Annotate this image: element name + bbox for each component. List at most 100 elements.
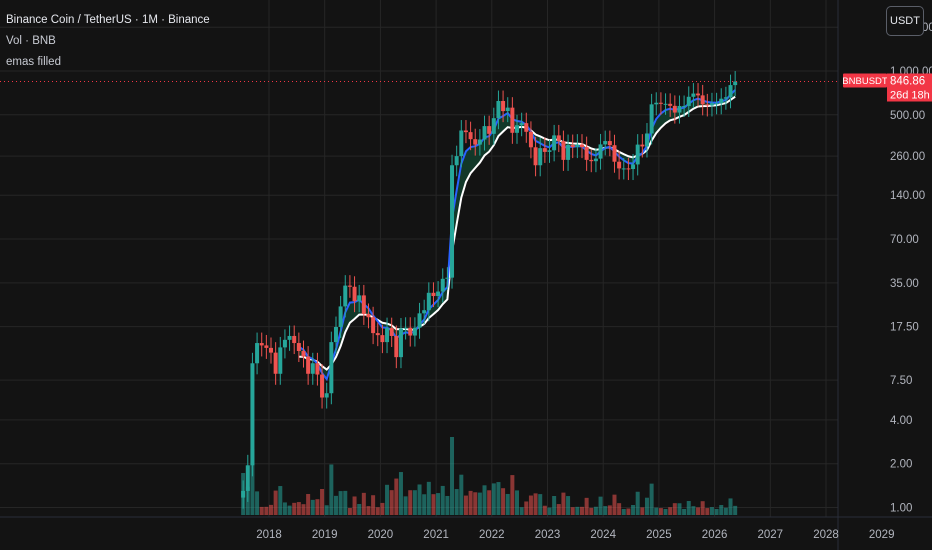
candle-body: [412, 327, 417, 336]
ema-indicator-label[interactable]: emas filled: [6, 56, 61, 68]
candle-body: [352, 286, 357, 302]
volume-bar: [333, 495, 338, 515]
candle-body: [719, 98, 724, 104]
candle-body: [282, 339, 287, 348]
volume-bar: [287, 505, 292, 515]
x-tick-label: 2023: [535, 529, 561, 541]
candle-body: [468, 132, 473, 140]
candle-body: [315, 363, 320, 375]
volume-bar: [366, 506, 371, 515]
volume-bar: [621, 509, 626, 515]
candle-body: [654, 102, 659, 105]
symbol-tag-box: [843, 73, 887, 88]
candle-body: [733, 81, 738, 86]
candle-body: [491, 118, 496, 134]
y-tick-label: 4.00: [890, 415, 912, 427]
candle-body: [672, 105, 677, 113]
candle-body: [556, 135, 561, 142]
volume-bar: [394, 478, 399, 515]
candle-body: [658, 102, 663, 104]
volume-bar: [714, 509, 719, 515]
candle-body: [677, 105, 682, 113]
volume-bar: [552, 495, 557, 515]
volume-bar: [658, 508, 663, 515]
volume-bar: [264, 506, 269, 515]
candle-body: [385, 328, 390, 343]
volume-bar: [719, 505, 724, 515]
candle-body: [436, 291, 441, 297]
volume-bar: [412, 490, 417, 515]
candle-body: [417, 313, 422, 328]
volume-bar: [282, 502, 287, 515]
candle-body: [361, 295, 366, 314]
candle-body: [487, 126, 492, 134]
volume-bar: [696, 507, 701, 515]
x-tick-label: 2019: [312, 529, 338, 541]
volume-bar: [343, 490, 348, 515]
candle-body: [269, 347, 273, 353]
y-tick-label: 2.00: [890, 459, 912, 471]
x-axis-labels: 2018 2019 2020 2021 2022 2023 2024 2025 2026 2027…: [256, 529, 894, 541]
candle-body: [477, 139, 482, 145]
y-tick-label: 140.00: [890, 190, 925, 202]
y-tick-label: 35.00: [890, 278, 919, 290]
currency-button[interactable]: USDT: [886, 6, 924, 36]
candle-body: [482, 126, 487, 140]
candle-body: [292, 335, 297, 344]
candle-body: [696, 93, 701, 96]
volume-bar: [320, 488, 325, 515]
volume-bar: [593, 506, 598, 515]
volume-bar: [626, 508, 631, 515]
candle-body: [603, 141, 608, 145]
candle-body: [371, 317, 376, 334]
candles: [241, 71, 738, 509]
candle-body: [649, 104, 654, 134]
symbol-tag-label: BNBUSDT: [842, 76, 888, 87]
candle-body: [255, 343, 260, 364]
price-tag-box: [887, 73, 932, 102]
candle-body: [682, 105, 687, 107]
volume-bar: [450, 437, 455, 515]
volume-bar: [380, 502, 385, 515]
candle-body: [598, 144, 603, 159]
candle-body: [329, 342, 334, 394]
candle-body: [584, 147, 589, 160]
candle-body: [561, 141, 566, 160]
volume-bar: [579, 506, 584, 515]
volume-bar: [547, 507, 552, 515]
candle-body: [631, 164, 636, 170]
volume-bar: [389, 490, 394, 515]
y-tick-label: 7.50: [890, 375, 912, 387]
candle-body: [320, 374, 325, 398]
candle-body: [533, 147, 538, 166]
volume-bar: [310, 499, 315, 515]
volume-bar: [398, 472, 403, 515]
y-tick-label: 17.50: [890, 322, 919, 334]
candle-body: [431, 292, 436, 297]
candle-body: [450, 165, 455, 278]
volume-bar: [728, 498, 733, 515]
volume-bar: [463, 495, 468, 515]
volume-bar: [352, 496, 357, 515]
candle-body: [398, 328, 403, 358]
candle-body: [621, 168, 626, 170]
volume-bar: [505, 493, 510, 515]
volume-bar: [338, 491, 343, 515]
volume-bar: [672, 503, 677, 515]
volume-bar: [723, 507, 728, 515]
volume-bar: [617, 503, 622, 515]
volume-bar: [371, 495, 376, 515]
candle-body: [426, 292, 431, 311]
volume-bar: [361, 492, 366, 515]
candle-body: [306, 356, 311, 374]
candle-body: [394, 335, 399, 358]
volume-bar: [375, 507, 380, 515]
volume-bar: [538, 494, 543, 515]
volume-bar: [691, 506, 696, 515]
volume-bar: [315, 499, 320, 515]
x-tick-label: 2024: [590, 529, 616, 541]
volume-bar: [296, 502, 301, 515]
volume-indicator-label[interactable]: Vol · BNB: [6, 35, 56, 47]
volume-bar: [436, 493, 441, 515]
